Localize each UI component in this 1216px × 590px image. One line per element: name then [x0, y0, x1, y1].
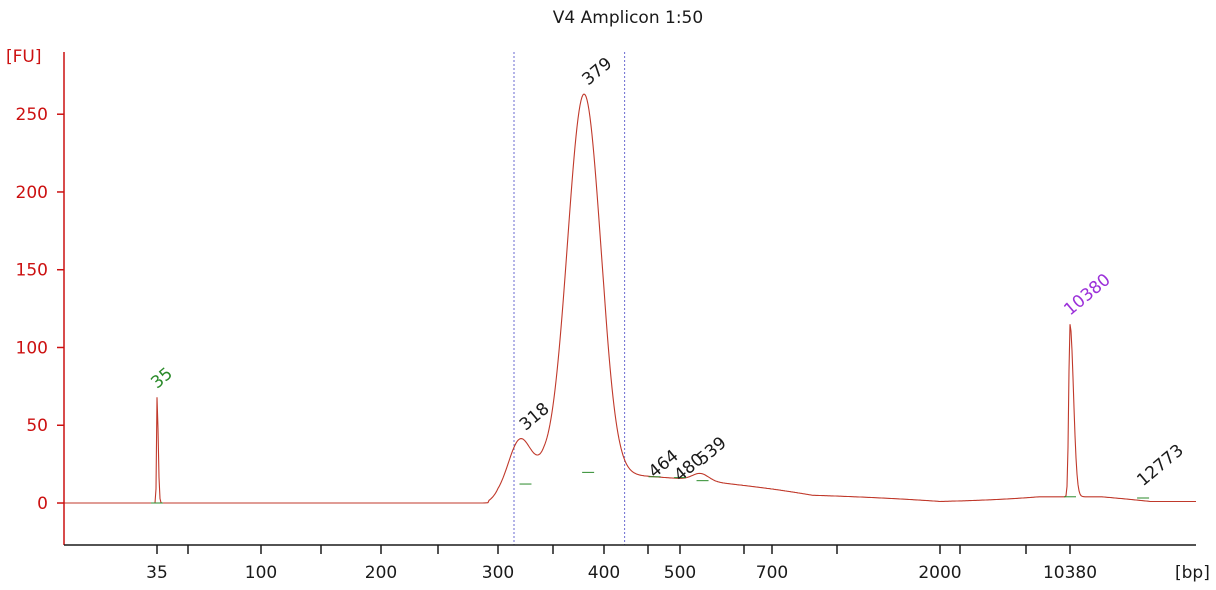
trace-layer: [64, 93, 1196, 504]
peak-label-12773: 12773: [1133, 441, 1187, 491]
x-axis-label: [bp]: [1175, 563, 1210, 583]
y-tick-label: 0: [37, 494, 48, 514]
y-tick-label: 100: [16, 338, 48, 358]
x-tick-label: 300: [482, 563, 514, 583]
electropherogram-trace: [64, 93, 1196, 504]
x-tick-label: 700: [756, 563, 788, 583]
x-tick-label: 500: [664, 563, 696, 583]
x-tick-label: 400: [588, 563, 620, 583]
x-tick-label: 35: [146, 563, 168, 583]
peak-label-10380: 10380: [1060, 270, 1114, 320]
x-tick-label: 10380: [1043, 563, 1097, 583]
x-tick-label: 2000: [918, 563, 961, 583]
y-axis: 0 50 100 150 200 250: [16, 105, 64, 514]
y-axis-label: [FU]: [6, 47, 42, 67]
region-guides: [513, 52, 626, 545]
chart-title: V4 Amplicon 1:50: [553, 8, 703, 28]
peak-label-35: 35: [147, 364, 176, 393]
y-tick-label: 250: [16, 105, 48, 125]
y-tick-label: 150: [16, 261, 48, 281]
y-tick-label: 200: [16, 183, 48, 203]
peak-label-318: 318: [516, 399, 554, 435]
x-tick-label: 200: [365, 563, 397, 583]
x-tick-label: 100: [245, 563, 277, 583]
x-axis: 35 100 200 300 400 500 700 2000 10380: [146, 545, 1097, 583]
y-tick-label: 50: [26, 416, 48, 436]
peak-label-379: 379: [578, 54, 616, 90]
